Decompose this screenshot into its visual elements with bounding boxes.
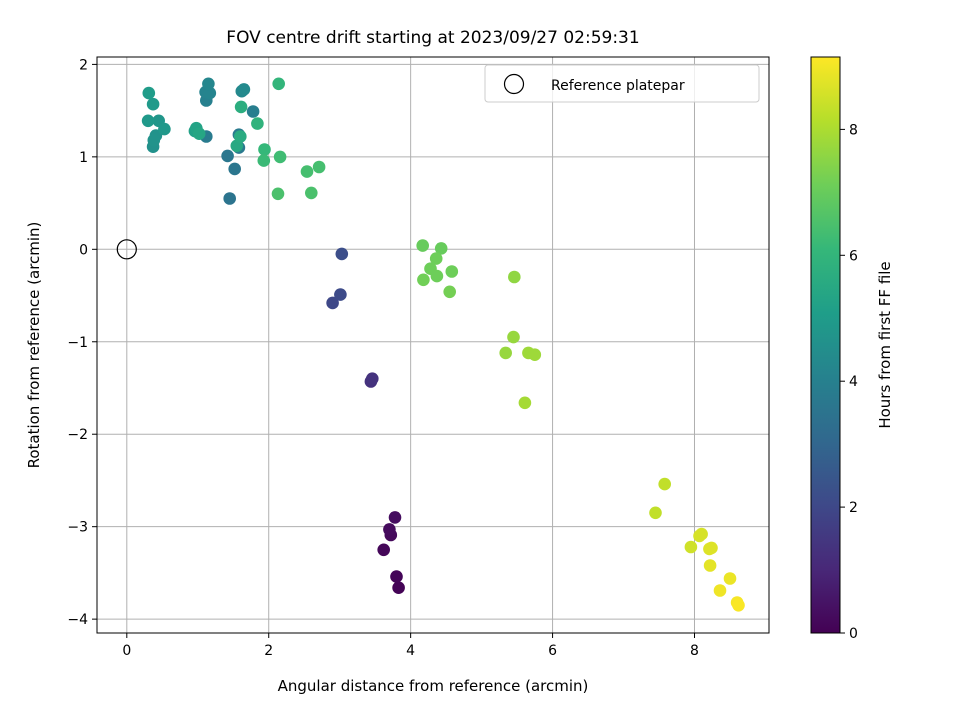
x-axis-ticks: 0 2 4 6 8 (122, 633, 699, 659)
legend: Reference platepar (484, 64, 760, 103)
data-point (518, 396, 532, 410)
data-point (430, 269, 444, 283)
data-point (271, 187, 285, 201)
data-point (237, 83, 251, 96)
data-point (508, 270, 521, 284)
y-tick-label: −3 (67, 520, 88, 536)
data-point (223, 192, 236, 205)
data-point (334, 288, 347, 301)
y-tick-label: 2 (79, 57, 88, 73)
data-point (273, 150, 287, 164)
data-point (305, 186, 318, 200)
y-tick-label: −1 (67, 335, 88, 351)
colorbar-tick-label: 8 (849, 122, 858, 138)
data-point (158, 122, 171, 136)
data-point (649, 506, 662, 520)
data-point (390, 570, 403, 583)
data-point (723, 572, 737, 585)
data-point (434, 242, 448, 255)
x-tick-label: 0 (122, 643, 131, 659)
legend-box (484, 64, 760, 103)
colorbar-tick-label: 4 (849, 374, 858, 390)
data-point (234, 100, 248, 114)
x-axis-label: Angular distance from reference (arcmin) (278, 677, 589, 695)
plot-area: 0 2 4 6 8 −4 −3 −2 −1 0 1 2 (67, 56, 770, 659)
data-point (192, 127, 206, 140)
data-point (507, 330, 520, 344)
data-point (221, 149, 234, 163)
data-point (377, 543, 391, 557)
data-point (272, 77, 286, 91)
x-tick-label: 6 (548, 643, 557, 659)
y-tick-label: 0 (79, 242, 88, 258)
data-point (658, 477, 671, 491)
data-point (202, 77, 215, 91)
colorbar-label: Hours from first FF file (876, 261, 894, 428)
data-point (366, 372, 379, 386)
data-point (146, 97, 160, 111)
data-point (703, 559, 717, 572)
data-point (142, 86, 156, 100)
colorbar-tick-label: 2 (849, 500, 858, 516)
data-point (258, 143, 271, 156)
y-axis-label: Rotation from reference (arcmin) (25, 222, 43, 469)
data-point (141, 114, 155, 128)
data-point (528, 348, 542, 362)
data-point (228, 162, 241, 176)
reference-marker (116, 239, 137, 260)
x-tick-label: 2 (264, 643, 273, 659)
data-point (732, 599, 745, 612)
data-point (147, 133, 161, 147)
data-points (141, 77, 745, 612)
colorbar-tick-label: 6 (849, 248, 858, 264)
data-point (713, 584, 727, 597)
data-point (443, 285, 457, 299)
data-point (392, 581, 405, 594)
data-point (499, 346, 512, 360)
data-point (234, 130, 247, 143)
legend-reference-marker (503, 73, 525, 95)
reference-marker-group (116, 239, 137, 260)
colorbar-tick-label: 0 (849, 626, 858, 642)
y-tick-label: 1 (79, 150, 88, 166)
data-point (703, 542, 716, 556)
grid (97, 57, 769, 633)
data-point (416, 239, 430, 252)
chart-title: FOV centre drift starting at 2023/09/27 … (226, 28, 639, 48)
colorbar-ticks: 0 2 4 6 8 (840, 122, 858, 642)
data-point (257, 154, 271, 167)
data-point (326, 296, 339, 310)
plot-background (97, 57, 769, 633)
data-point (693, 529, 706, 543)
data-point (383, 523, 396, 536)
data-point (203, 86, 217, 100)
data-point (445, 265, 459, 278)
data-point (417, 273, 430, 287)
plot-frame (96, 56, 770, 634)
y-axis-ticks: −4 −3 −2 −1 0 1 2 (67, 57, 97, 628)
data-point (312, 160, 326, 174)
data-point (429, 252, 443, 265)
y-tick-label: −4 (67, 612, 88, 628)
colorbar-gradient (810, 56, 841, 634)
data-point (300, 165, 314, 178)
colorbar: 0 2 4 6 8 Hours from first FF file (810, 56, 894, 642)
x-tick-label: 8 (690, 643, 699, 659)
y-tick-label: −2 (67, 427, 88, 443)
x-tick-label: 4 (406, 643, 415, 659)
legend-label: Reference platepar (551, 78, 685, 94)
data-point (388, 511, 402, 524)
data-point (251, 117, 264, 130)
data-point (246, 105, 260, 118)
data-point (684, 540, 698, 554)
data-point (335, 247, 349, 261)
